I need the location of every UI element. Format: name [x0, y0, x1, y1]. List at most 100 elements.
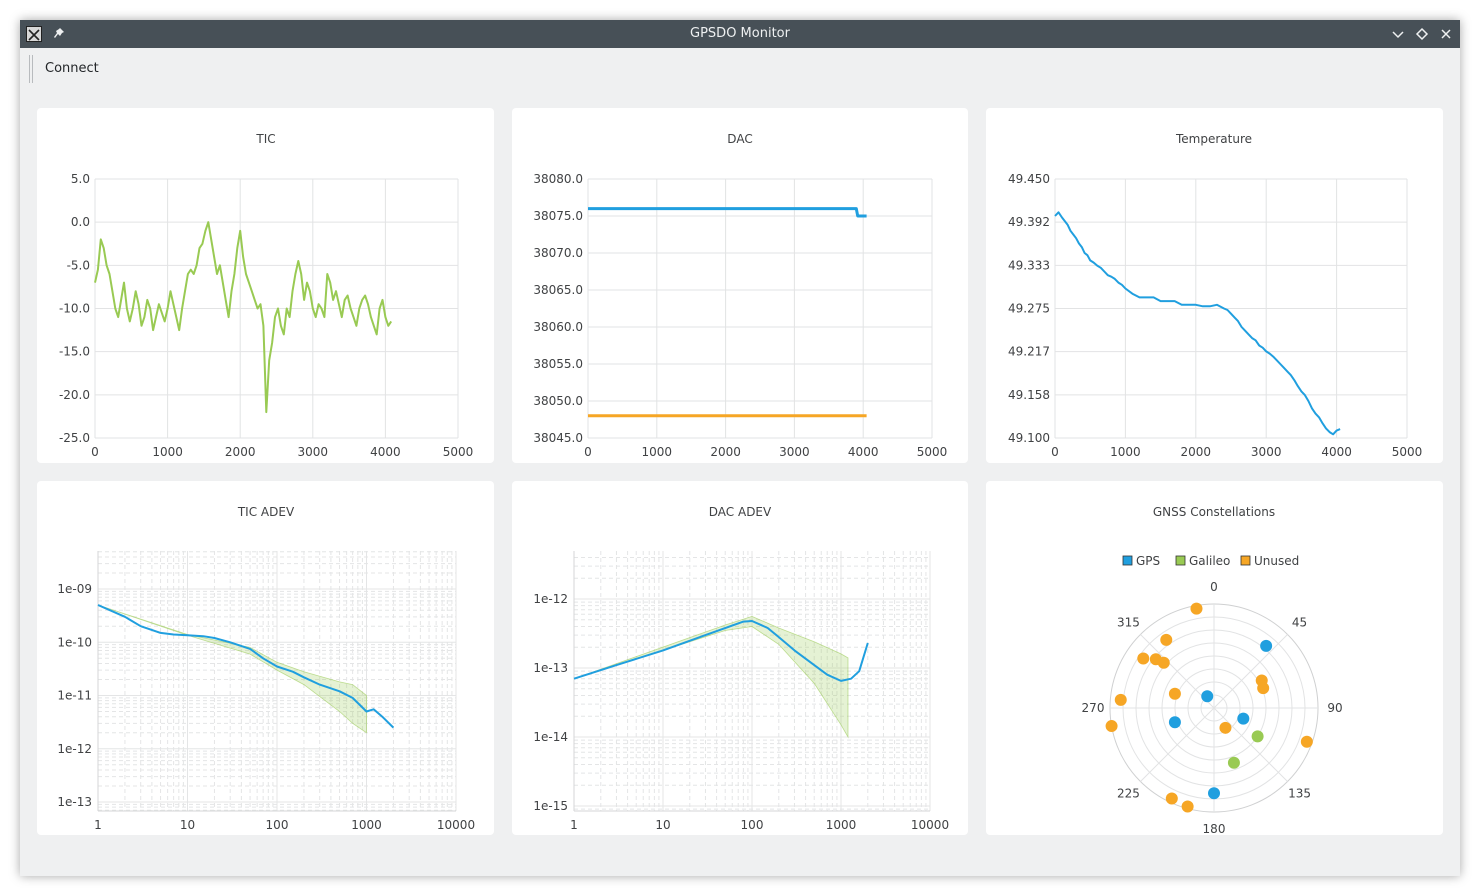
x-tick-label: 3000	[779, 445, 810, 459]
x-tick-label: 4000	[848, 445, 879, 459]
polar-spoke	[1140, 707, 1215, 782]
y-tick-label: 38055.0	[533, 357, 583, 371]
legend-label-unused: Unused	[1254, 554, 1299, 568]
satellite-point	[1181, 800, 1194, 813]
x-tick-label: 1	[570, 818, 578, 832]
legend-swatch-unused	[1240, 555, 1251, 566]
chart-title: TIC ADEV	[237, 505, 295, 519]
connect-button[interactable]: Connect	[45, 61, 99, 76]
y-tick-label: 1e-12	[57, 742, 92, 756]
satellite-point	[1300, 735, 1313, 748]
satellite-point	[1190, 602, 1203, 615]
series-line	[97, 604, 395, 729]
series-line	[573, 620, 869, 682]
legend: GPS Galileo Unused	[1122, 554, 1299, 568]
x-tick-label: 3000	[298, 445, 329, 459]
x-tick-label: 1000	[351, 818, 382, 832]
y-tick-label: 38075.0	[533, 209, 583, 223]
angle-label: 45	[1292, 615, 1307, 629]
satellite-point	[1168, 687, 1181, 700]
legend-label-galileo: Galileo	[1189, 554, 1230, 568]
y-tick-label: 38080.0	[533, 172, 583, 186]
tic-adev-chart-panel: TIC ADEV 1e-09 1e-10 1e-11 1e-12 1e-13 1 10 100…	[37, 481, 494, 835]
chart-title: DAC ADEV	[709, 505, 772, 519]
x-tick-label: 0	[91, 445, 99, 459]
error-band	[97, 604, 367, 734]
y-tick-label: 49.275	[1008, 302, 1050, 316]
chart-title: TIC	[255, 132, 275, 146]
x-tick-label: 2000	[1181, 445, 1212, 459]
x-tick-label: 2000	[710, 445, 741, 459]
y-tick-label: 38070.0	[533, 246, 583, 260]
pin-icon[interactable]	[51, 25, 67, 43]
y-tick-label: -15.0	[59, 345, 90, 359]
polar-spoke	[1213, 707, 1288, 782]
diamond-icon[interactable]	[1413, 25, 1431, 43]
angle-label: 0	[1210, 580, 1218, 594]
x-tick-label: 5000	[917, 445, 948, 459]
y-tick-label: -20.0	[59, 388, 90, 402]
satellite-point	[1168, 716, 1181, 729]
y-tick-label: 1e-13	[57, 795, 92, 809]
satellite-point	[1160, 633, 1173, 646]
y-tick-label: 38060.0	[533, 320, 583, 334]
x-app-icon[interactable]	[26, 26, 42, 42]
y-tick-label: 1e-11	[57, 689, 92, 703]
x-tick-label: 5000	[443, 445, 474, 459]
y-tick-label: -5.0	[67, 258, 90, 272]
chart-title: DAC	[727, 132, 752, 146]
satellite-point	[1165, 792, 1178, 805]
y-tick-label: 38050.0	[533, 394, 583, 408]
satellite-point	[1105, 720, 1118, 733]
angle-label: 270	[1082, 701, 1105, 715]
x-tick-label: 4000	[1321, 445, 1352, 459]
y-tick-label: 1e-13	[533, 661, 568, 675]
x-tick-label: 1000	[642, 445, 673, 459]
y-tick-label: 38045.0	[533, 431, 583, 445]
y-tick-label: 5.0	[71, 172, 90, 186]
angle-label: 90	[1327, 701, 1342, 715]
x-tick-label: 5000	[1392, 445, 1423, 459]
x-tick-label: 10000	[437, 818, 475, 832]
satellite-point	[1114, 693, 1127, 706]
legend-label-gps: GPS	[1136, 554, 1160, 568]
x-tick-label: 10	[180, 818, 195, 832]
x-tick-label: 2000	[225, 445, 256, 459]
toolbar: Connect	[20, 48, 1460, 90]
gnss-chart-panel: GNSS Constellations GPS Galileo Unused 0…	[986, 481, 1443, 835]
temperature-chart-panel: Temperature 49.450 49.392 49.333 49.275 49.2…	[986, 108, 1443, 463]
angle-label: 135	[1288, 787, 1311, 801]
satellite-point	[1251, 730, 1264, 743]
y-tick-label: -25.0	[59, 431, 90, 445]
x-tick-label: 1000	[1110, 445, 1141, 459]
series-line	[94, 221, 393, 414]
satellite-point	[1257, 682, 1270, 695]
x-tick-label: 10	[655, 818, 670, 832]
x-tick-label: 100	[266, 818, 289, 832]
y-tick-label: 1e-12	[533, 592, 568, 606]
legend-swatch-gps	[1122, 555, 1133, 566]
chevron-down-icon[interactable]	[1389, 25, 1407, 43]
angle-label: 315	[1117, 615, 1140, 629]
y-tick-label: 49.217	[1008, 345, 1050, 359]
series-line	[588, 207, 867, 218]
y-tick-label: 49.158	[1008, 388, 1050, 402]
y-tick-label: 49.100	[1008, 431, 1050, 445]
main-window: GPSDO Monitor Connect TIC 5.0 0.0 -5.0 -10.…	[20, 20, 1460, 876]
x-tick-label: 1000	[826, 818, 857, 832]
dac-adev-chart-panel: DAC ADEV 1e-12 1e-13 1e-14 1e-15 1 10 100 1000 1…	[512, 481, 968, 835]
dac-chart-panel: DAC 38080.0 38075.0 38070.0 38065.0 38060.0 3…	[512, 108, 968, 463]
toolbar-grip[interactable]	[29, 55, 33, 83]
close-icon[interactable]	[1437, 25, 1455, 43]
x-tick-label: 0	[1051, 445, 1059, 459]
x-tick-label: 4000	[370, 445, 401, 459]
tic-chart-panel: TIC 5.0 0.0 -5.0 -10.0 -15.0 -20.0 -25.0 0 1000 2…	[37, 108, 494, 463]
chart-title: GNSS Constellations	[1153, 505, 1275, 519]
chart-title: Temperature	[1175, 132, 1252, 146]
legend-swatch-galileo	[1175, 555, 1186, 566]
x-tick-label: 100	[741, 818, 764, 832]
title-bar[interactable]: GPSDO Monitor	[20, 20, 1460, 48]
series-line	[1054, 211, 1341, 436]
x-tick-label: 0	[584, 445, 592, 459]
x-tick-label: 10000	[911, 818, 949, 832]
